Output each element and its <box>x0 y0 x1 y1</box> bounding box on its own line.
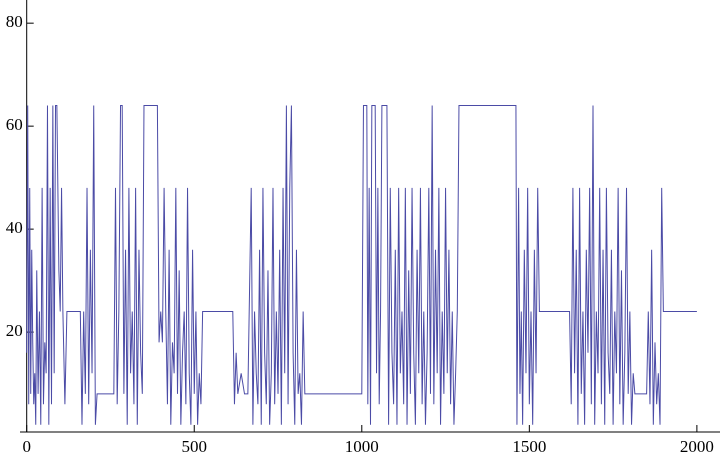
data-line <box>26 105 697 425</box>
y-tick-label: 80 <box>6 12 23 31</box>
x-tick-label: 2000 <box>680 437 714 456</box>
y-tick-label: 60 <box>6 115 23 134</box>
x-tick-label: 500 <box>181 437 207 456</box>
x-tick-label: 1000 <box>345 437 379 456</box>
x-tick-label: 0 <box>22 437 31 456</box>
x-tick-label: 1500 <box>512 437 546 456</box>
y-tick-label: 20 <box>6 321 23 340</box>
y-tick-label: 40 <box>6 218 23 237</box>
